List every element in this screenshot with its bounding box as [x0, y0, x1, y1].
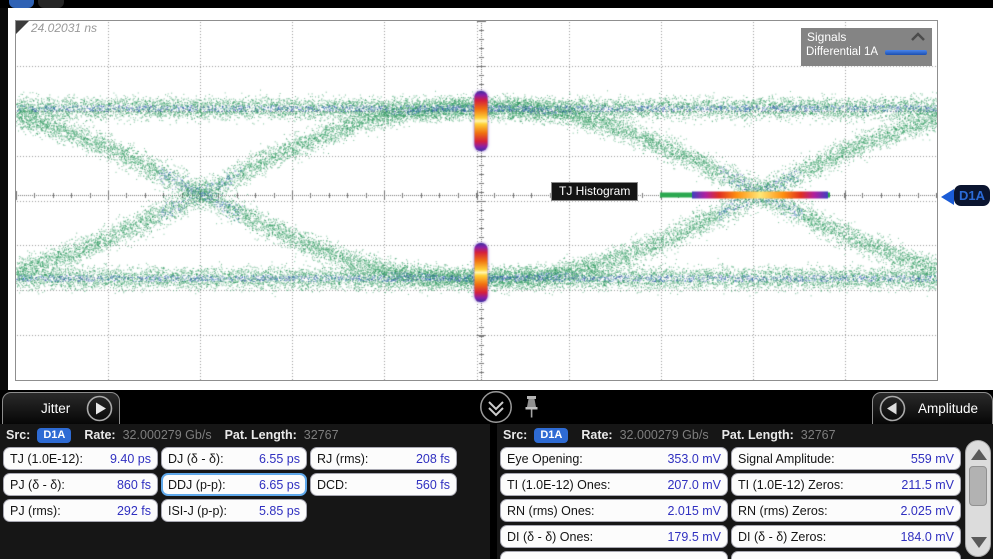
source-badge[interactable]: D1A: [37, 427, 72, 443]
measurement-cell-pj-dd[interactable]: PJ (δ - δ): 860 fs: [3, 473, 158, 496]
measurement-cell-ti-zeros[interactable]: TI (1.0E-12) Zeros: 211.5 mV: [731, 473, 961, 496]
measurement-cell-partial[interactable]: [731, 551, 961, 559]
legend-title: Signals: [807, 30, 847, 44]
src-label: Src:: [503, 428, 528, 442]
left-border: [0, 8, 8, 390]
rate-value: 32.000279 Gb/s: [619, 428, 709, 442]
jitter-panel: Src: D1A Rate: 32.000279 Gb/s Pat. Lengt…: [0, 424, 490, 559]
measurement-cell-pj-rms[interactable]: PJ (rms): 292 fs: [3, 499, 158, 522]
amplitude-panel: Src: D1A Rate: 32.000279 Gb/s Pat. Lengt…: [497, 424, 993, 559]
collapse-panel-icon[interactable]: [479, 390, 513, 424]
pin-icon[interactable]: [523, 395, 540, 419]
measurement-cell-isij[interactable]: ISI-J (p-p): 5.85 ps: [161, 499, 307, 522]
tab-amplitude[interactable]: Amplitude: [872, 392, 993, 424]
eye-diagram-plot[interactable]: [15, 20, 938, 381]
measurement-cell-rn-zeros[interactable]: RN (rms) Zeros: 2.025 mV: [731, 499, 961, 522]
legend-color-swatch: [885, 49, 927, 55]
measurement-cell-partial[interactable]: [500, 551, 728, 559]
measurement-cell-signal-amplitude[interactable]: Signal Amplitude: 559 mV: [731, 447, 961, 470]
tab-jitter[interactable]: Jitter: [2, 392, 120, 424]
play-icon[interactable]: [86, 395, 113, 422]
measurement-cell-di-zeros[interactable]: DI (δ - δ) Zeros: 184.0 mV: [731, 525, 961, 548]
chevron-up-icon[interactable]: [910, 32, 926, 42]
rate-value: 32.000279 Gb/s: [122, 428, 212, 442]
eye-diagram-canvas[interactable]: [16, 21, 937, 380]
measurement-cell-tj[interactable]: TJ (1.0E-12): 9.40 ps: [3, 447, 158, 470]
legend-entry-label: Differential 1A: [806, 46, 879, 58]
legend-entry: Differential 1A: [801, 44, 932, 58]
measurement-cell-rj[interactable]: RJ (rms): 208 fs: [310, 447, 457, 470]
amplitude-panel-header: Src: D1A Rate: 32.000279 Gb/s Pat. Lengt…: [497, 424, 993, 446]
results-toolbar: Jitter Amplitude: [0, 390, 993, 424]
rate-label: Rate:: [84, 428, 116, 442]
eye-diagram-section: 24.02031 ns TJ Histogram Signals Differe…: [0, 8, 993, 390]
measurement-cell-rn-ones[interactable]: RN (rms) Ones: 2.015 mV: [500, 499, 728, 522]
pat-length-label: Pat. Length:: [224, 428, 297, 442]
top-tab-strip: [0, 0, 993, 8]
src-label: Src:: [6, 428, 31, 442]
tab-amplitude-label: Amplitude: [918, 401, 979, 416]
amplitude-scrollbar[interactable]: [965, 440, 991, 557]
signals-legend[interactable]: Signals Differential 1A: [801, 28, 932, 66]
amplitude-measurements: Eye Opening: 353.0 mV Signal Amplitude: 55…: [500, 447, 961, 559]
active-tab-fragment[interactable]: [9, 0, 34, 8]
delta-marker-icon: [16, 21, 29, 34]
measurement-cell-ti-ones[interactable]: TI (1.0E-12) Ones: 207.0 mV: [500, 473, 728, 496]
time-span-label: 24.02031 ns: [31, 21, 98, 35]
scroll-up-icon[interactable]: [971, 449, 987, 460]
back-icon[interactable]: [879, 395, 906, 422]
measurement-cell-ddj-selected[interactable]: DDJ (p-p): 6.65 ps: [161, 473, 307, 496]
rate-label: Rate:: [581, 428, 613, 442]
pat-length-label: Pat. Length:: [721, 428, 794, 442]
source-marker-arrow-icon: [941, 189, 954, 205]
measurement-cell-dcd[interactable]: DCD: 560 fs: [310, 473, 457, 496]
pat-length-value: 32767: [303, 428, 339, 442]
scrollbar-thumb[interactable]: [969, 466, 987, 506]
tj-histogram-label[interactable]: TJ Histogram: [551, 182, 639, 201]
jitter-measurements: TJ (1.0E-12): 9.40 ps DJ (δ - δ): 6.55 ps …: [3, 447, 457, 522]
source-marker-badge[interactable]: D1A: [954, 185, 990, 206]
measurement-cell-dj[interactable]: DJ (δ - δ): 6.55 ps: [161, 447, 307, 470]
inactive-tab-fragment[interactable]: [38, 0, 64, 8]
measurement-panels: Src: D1A Rate: 32.000279 Gb/s Pat. Lengt…: [0, 424, 993, 559]
measurement-cell-di-ones[interactable]: DI (δ - δ) Ones: 179.5 mV: [500, 525, 728, 548]
measurement-cell-eye-opening[interactable]: Eye Opening: 353.0 mV: [500, 447, 728, 470]
jitter-panel-header: Src: D1A Rate: 32.000279 Gb/s Pat. Lengt…: [0, 424, 490, 446]
scroll-down-icon[interactable]: [971, 537, 987, 548]
source-badge[interactable]: D1A: [534, 427, 569, 443]
pat-length-value: 32767: [800, 428, 836, 442]
tab-jitter-label: Jitter: [41, 401, 71, 416]
